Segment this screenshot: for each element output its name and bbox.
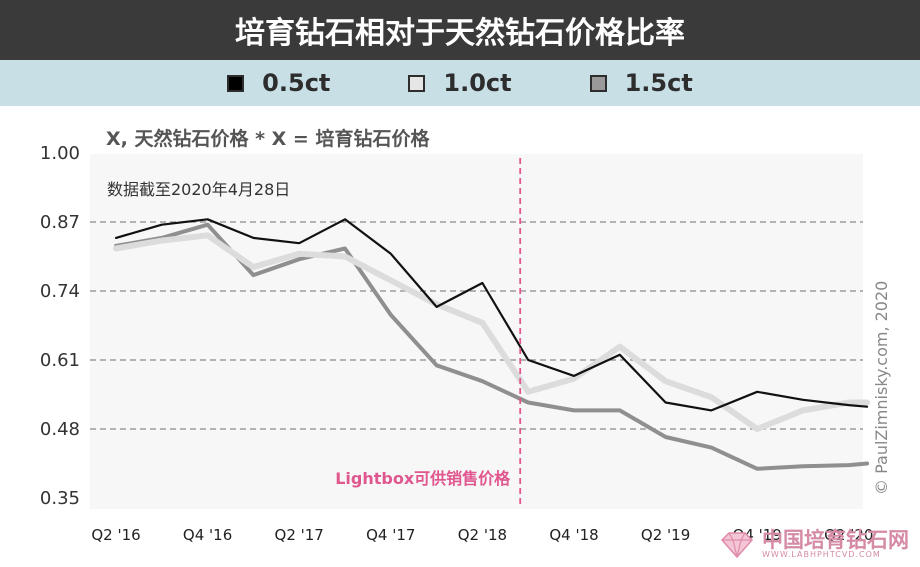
legend-item-1.5ct: 1.5ct xyxy=(589,69,693,97)
y-tick-label: 0.74 xyxy=(40,281,80,302)
legend: 0.5ct 1.0ct 1.5ct xyxy=(0,60,920,106)
x-tick-label: Q4 '18 xyxy=(549,526,598,544)
watermark-text: 中国培育钻石网 xyxy=(762,528,909,552)
grid-lines xyxy=(90,221,863,430)
series-line-1.5ct xyxy=(114,222,870,471)
y-tick-label: 1.00 xyxy=(40,143,80,164)
diamond-icon xyxy=(720,531,754,558)
legend-swatch-0.5ct xyxy=(227,74,245,92)
series-line-0.5ct xyxy=(114,218,869,412)
annotation: Lightbox可供销售价格 xyxy=(335,158,522,506)
data-date-note: 数据截至2020年4月28日 xyxy=(107,180,291,199)
chart-subtitle: X, 天然钻石价格 * X = 培育钻石价格 xyxy=(106,128,430,150)
chart-title: 培育钻石相对于天然钻石价格比率 xyxy=(0,0,920,60)
y-tick-label: 0.87 xyxy=(40,212,80,233)
legend-item-0.5ct: 0.5ct xyxy=(227,69,330,97)
x-tick-label: Q2 '16 xyxy=(91,526,140,544)
copyright-credit: © PaulZimnisky.com, 2020 xyxy=(872,280,891,495)
legend-swatch-1.0ct xyxy=(408,74,426,92)
y-tick-label: 0.48 xyxy=(40,419,80,440)
y-axis: 1.00 0.87 0.74 0.61 0.48 0.35 xyxy=(40,143,80,509)
watermark-url: WWW.LABHPHTCVD.COM xyxy=(762,550,881,559)
plot-area xyxy=(90,154,863,509)
x-tick-label: Q4 '17 xyxy=(366,526,415,544)
legend-label-1.0ct: 1.0ct xyxy=(443,69,512,97)
x-tick-label: Q2 '20 xyxy=(824,526,873,544)
lightbox-label: Lightbox可供销售价格 xyxy=(335,469,511,488)
y-tick-label: 0.35 xyxy=(40,488,80,509)
legend-item-1.0ct: 1.0ct xyxy=(408,69,512,97)
line-chart: 1.00 0.87 0.74 0.61 0.48 0.35 Q2 '16 Q4 '16 Q2 … xyxy=(0,106,920,567)
x-tick-label: Q4 '16 xyxy=(183,526,232,544)
series-line-1.0ct xyxy=(113,232,871,432)
legend-swatch-1.5ct xyxy=(589,74,607,92)
x-tick-label: Q2 '18 xyxy=(458,526,507,544)
x-tick-label: Q2 '17 xyxy=(275,526,324,544)
x-tick-label: Q2 '19 xyxy=(641,526,690,544)
y-tick-label: 0.61 xyxy=(40,350,80,371)
series-lines xyxy=(113,218,871,471)
legend-label-0.5ct: 0.5ct xyxy=(262,69,331,97)
legend-label-1.5ct: 1.5ct xyxy=(624,69,693,97)
watermark-logo: 中国培育钻石网 WWW.LABHPHTCVD.COM xyxy=(718,530,909,559)
